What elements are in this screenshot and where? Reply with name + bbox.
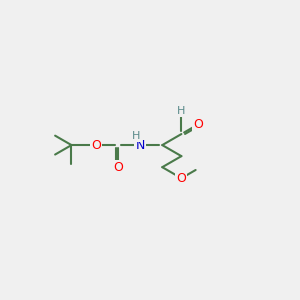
Text: O: O	[91, 139, 101, 152]
Text: N: N	[136, 139, 145, 152]
Text: H: H	[132, 131, 141, 141]
Text: H: H	[177, 106, 186, 116]
Text: O: O	[176, 172, 186, 185]
Text: O: O	[113, 161, 123, 174]
Text: O: O	[194, 118, 203, 131]
